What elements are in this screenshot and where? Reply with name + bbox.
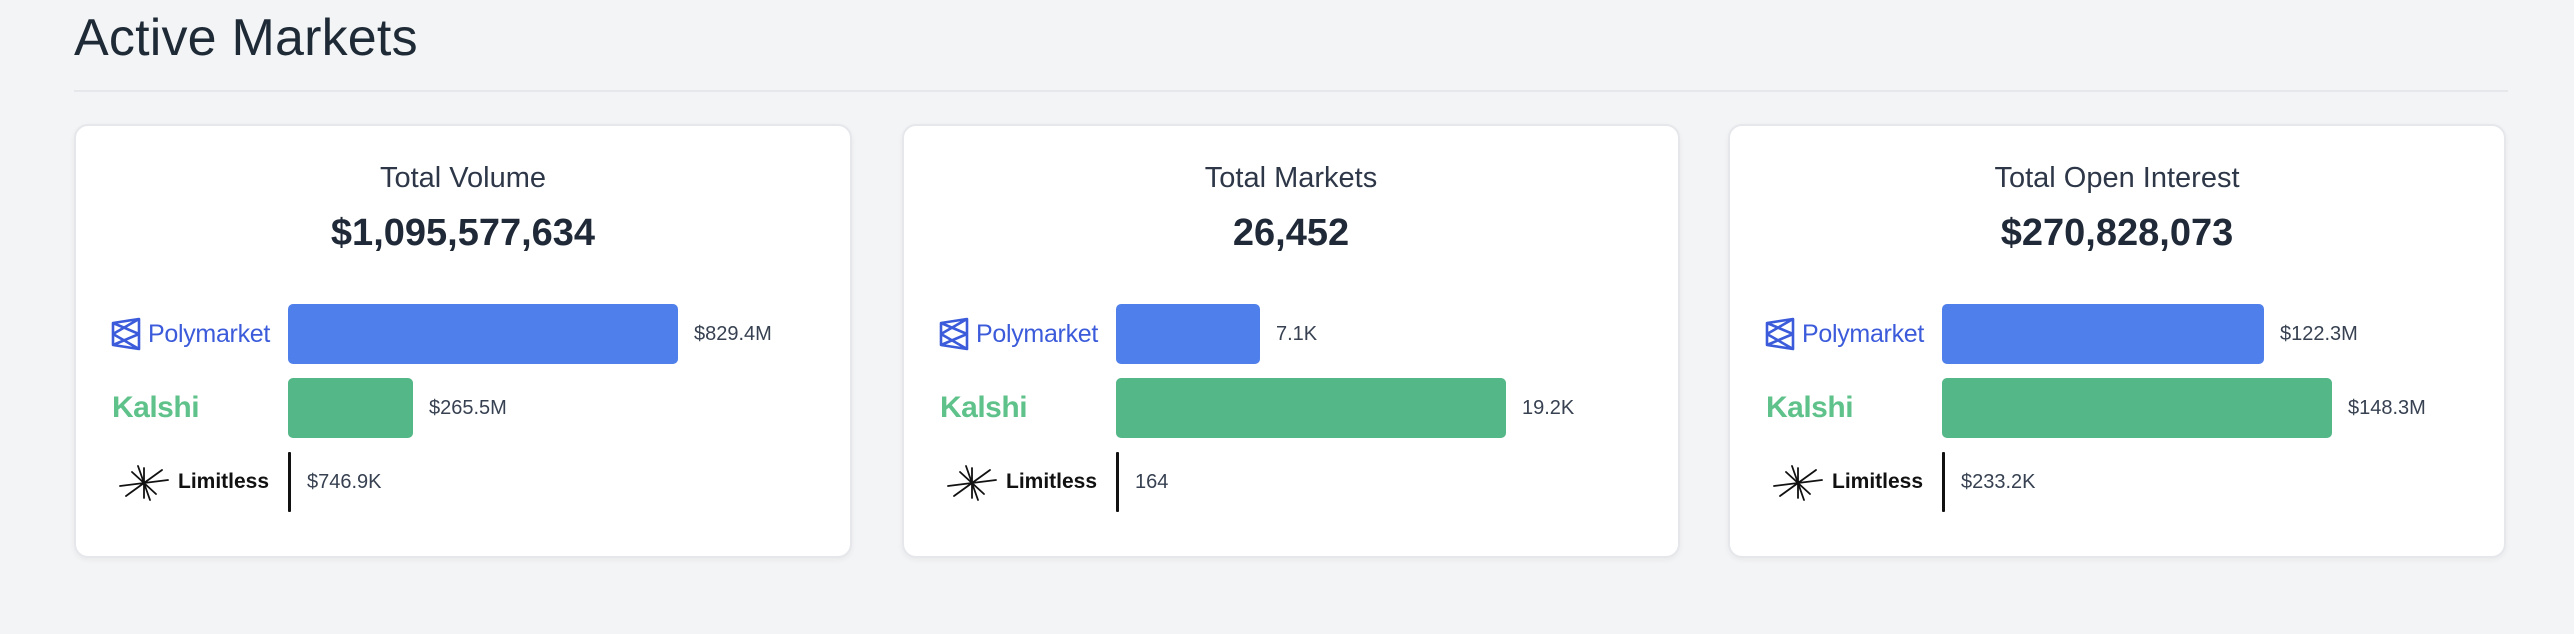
- bar-polymarket: [1942, 304, 2264, 364]
- bar-value-label: 7.1K: [1276, 323, 1318, 345]
- card-title: Total Open Interest: [1994, 162, 2240, 194]
- card-value: $1,095,577,634: [330, 212, 596, 254]
- polymarket-logo: Polymarket: [1764, 304, 1924, 364]
- bar-value-label: $265.5M: [429, 397, 507, 419]
- limitless-icon: [1773, 465, 1823, 501]
- polymarket-name: Polymarket: [148, 319, 271, 348]
- polymarket-icon: [111, 317, 141, 351]
- bar-area: 164: [1116, 452, 1656, 512]
- row-limitless: Limitless $233.2K: [1730, 452, 2504, 512]
- bar-value-label: 164: [1135, 471, 1169, 493]
- card-total-open-interest: Total Open Interest $270,828,073 Polymar…: [1728, 124, 2506, 558]
- bar-value-label: $233.2K: [1961, 471, 2036, 493]
- row-limitless: Limitless $746.9K: [76, 452, 850, 512]
- polymarket-logo: Polymarket: [110, 304, 270, 364]
- kalshi-logo: Kalshi: [940, 391, 1028, 424]
- card-title: Total Markets: [1204, 162, 1378, 194]
- polymarket-logo: Polymarket: [938, 304, 1098, 364]
- limitless-logo: Limitless: [944, 452, 1097, 512]
- row-polymarket: Polymarket 7.1K: [904, 304, 1678, 364]
- row-polymarket: Polymarket $829.4M: [76, 304, 850, 364]
- row-polymarket: Polymarket $122.3M: [1730, 304, 2504, 364]
- limitless-name: Limitless: [178, 470, 270, 493]
- card-title: Total Volume: [379, 162, 547, 194]
- bar-area: $148.3M: [1942, 378, 2482, 438]
- bar-limitless: [1116, 452, 1119, 512]
- title-divider: [74, 90, 2508, 92]
- polymarket-icon: [939, 317, 969, 351]
- bar-value-label: $829.4M: [694, 323, 772, 345]
- card-value: $270,828,073: [2000, 212, 2234, 254]
- bar-area: $746.9K: [288, 452, 828, 512]
- kalshi-logo: Kalshi: [112, 391, 200, 424]
- bar-area: 19.2K: [1116, 378, 1656, 438]
- bar-limitless: [288, 452, 291, 512]
- bar-area: $233.2K: [1942, 452, 2482, 512]
- card-value: 26,452: [1232, 212, 1350, 254]
- limitless-logo: Limitless: [116, 452, 269, 512]
- limitless-name: Limitless: [1832, 470, 1924, 493]
- page-title: Active Markets: [74, 9, 418, 67]
- bar-kalshi: [288, 378, 413, 438]
- bar-value-label: $148.3M: [2348, 397, 2426, 419]
- bar-area: 7.1K: [1116, 304, 1656, 364]
- bar-area: $829.4M: [288, 304, 828, 364]
- row-kalshi: Kalshi $148.3M: [1730, 378, 2504, 438]
- kalshi-logo: Kalshi: [1766, 391, 1854, 424]
- limitless-name: Limitless: [1006, 470, 1098, 493]
- limitless-icon: [947, 465, 997, 501]
- polymarket-name: Polymarket: [1802, 319, 1925, 348]
- card-total-volume: Total Volume $1,095,577,634 Polymarket $…: [74, 124, 852, 558]
- polymarket-icon: [1765, 317, 1795, 351]
- bar-kalshi: [1942, 378, 2332, 438]
- limitless-logo: Limitless: [1770, 452, 1923, 512]
- bar-polymarket: [288, 304, 678, 364]
- bar-area: $122.3M: [1942, 304, 2482, 364]
- row-kalshi: Kalshi 19.2K: [904, 378, 1678, 438]
- bar-limitless: [1942, 452, 1945, 512]
- row-limitless: Limitless 164: [904, 452, 1678, 512]
- bar-value-label: $746.9K: [307, 471, 382, 493]
- bar-value-label: 19.2K: [1522, 397, 1575, 419]
- bar-value-label: $122.3M: [2280, 323, 2358, 345]
- bar-area: $265.5M: [288, 378, 828, 438]
- limitless-icon: [119, 465, 169, 501]
- polymarket-name: Polymarket: [976, 319, 1099, 348]
- row-kalshi: Kalshi $265.5M: [76, 378, 850, 438]
- bar-kalshi: [1116, 378, 1506, 438]
- card-total-markets: Total Markets 26,452 Polymarket 7.1K Kal…: [902, 124, 1680, 558]
- bar-polymarket: [1116, 304, 1260, 364]
